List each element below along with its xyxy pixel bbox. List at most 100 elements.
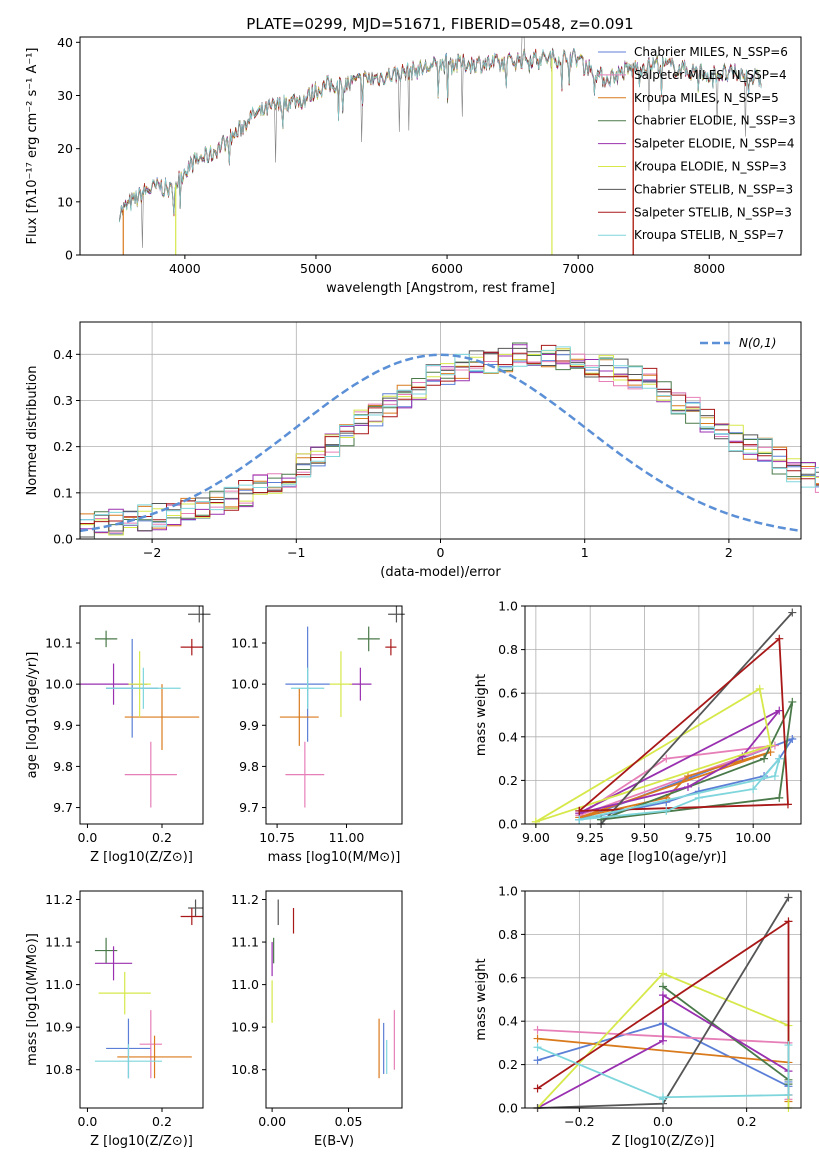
weight-vs-age-plot-area [531,608,797,828]
age-vs-mass-xlabel: mass [log10(M/M⊙)] [268,850,401,865]
spectrum-xtick-label: 4000 [169,261,201,276]
mass-weight-marker [775,634,784,643]
errorbar-point [385,638,397,656]
age-vs-mass-ytick-label: 9.7 [239,800,259,815]
errorbar-point [124,741,177,808]
age-vs-z-ytick-label: 9.8 [53,759,73,774]
mass-weight-marker [662,806,671,815]
mass-weight-series-line [535,687,772,823]
mass-vs-ebv-xtick-label: 0.05 [335,1114,363,1129]
mass-vs-metallicity-panel: 0.0 0.2 10.8 10.9 11.0 11.1 11.2 Z [log10(Z/Z⊙)… [25,890,204,1149]
histogram-xtick-label: −1 [287,545,305,560]
age-vs-mass-frame [265,605,403,825]
mass-vs-z-ytick-label: 11.1 [45,935,73,950]
mass-weight-marker [749,785,758,794]
normal-distribution-curve [79,353,802,533]
weight-vs-z-ylabel: mass weight [474,958,489,1040]
age-vs-z-plot-area [80,606,211,808]
errorbar-point [94,630,118,648]
spectrum-xlabel: wavelength [Angstrom, rest frame] [326,281,555,296]
mass-vs-ebv-ytick-label: 10.9 [231,1020,259,1035]
histogram-ylabel: Normed distribution [25,366,40,496]
histogram-step-line [80,348,819,534]
mass-weight-marker [659,1036,667,1045]
errorbar-point [357,626,380,652]
age-vs-z-ytick-label: 9.9 [53,718,73,733]
model-spectrum-line [118,47,762,223]
spectrum-ytick-label: 30 [57,88,73,103]
mass-weight-marker [775,706,784,715]
age-vs-mass-ytick-label: 10.1 [231,636,259,651]
errorbar-point [124,684,200,750]
mass-weight-marker [533,1056,542,1065]
weight-vs-age-ytick-label: 0.0 [498,817,518,832]
histogram-plot-area [79,342,819,540]
spectrum-legend: Chabrier MILES, N_SSP=6 Salpeter MILES, N… [598,45,796,242]
weight-vs-z-xtick-label: −0.2 [564,1114,594,1129]
legend-entry: Chabrier MILES, N_SSP=6 [634,45,788,59]
age-vs-z-xlabel: Z [log10(Z/Z⊙)] [90,850,193,865]
weight-vs-age-ytick-label: 0.8 [498,642,518,657]
mass-vs-ebv-plot-area [271,899,395,1079]
weight-vs-z-xtick-label: 0.0 [653,1114,673,1129]
errorbar-point [188,606,211,623]
spectrum-xtick-label: 8000 [693,261,725,276]
spectrum-xtick-label: 7000 [562,261,594,276]
errorbar-point [279,688,319,746]
spectrum-plot-area [118,36,762,255]
mass-weight-marker [775,793,784,802]
mass-vs-z-ytick-label: 11.2 [45,892,73,907]
legend-entry: Salpeter MILES, N_SSP=4 [634,68,787,82]
spectrum-ylabel: Flux [fλ10⁻¹⁷ erg cm⁻² s⁻¹ A⁻¹] [25,48,40,245]
mass-vs-z-ytick-label: 10.8 [45,1062,73,1077]
weight-vs-z-ytick-label: 0.0 [498,1101,518,1116]
age-vs-z-frame [79,605,204,825]
histogram-ytick-label: 0.4 [53,347,73,362]
histogram-xtick-label: 2 [725,545,733,560]
mass-vs-ebv-frame [265,890,403,1109]
mass-vs-z-xlabel: Z [log10(Z/Z⊙)] [90,1134,193,1149]
mass-weight-marker [775,754,784,763]
legend-entry: Kroupa MILES, N_SSP=5 [634,91,779,105]
mass-weight-marker [694,793,703,802]
weight-vs-z-ytick-label: 0.8 [498,927,518,942]
spectrum-frame [79,36,802,256]
weight-vs-age-xtick-label: 10.00 [735,830,771,845]
spectrum-title: PLATE=0299, MJD=51671, FIBERID=0548, z=0… [246,15,633,33]
age-vs-z-xtick-label: 0.0 [78,830,98,845]
histogram-frame [79,321,802,540]
weight-vs-z-xtick-label: 0.2 [737,1114,757,1129]
age-vs-mass-ytick-label: 9.8 [239,759,259,774]
mass-weight-marker [755,684,764,693]
weight-vs-age-xtick-label: 9.25 [576,830,604,845]
mass-vs-extinction-panel: 0.00 0.05 10.8 10.9 11.0 11.1 11.2 E(B-V) [231,890,403,1149]
weight-vs-age-ytick-label: 1.0 [498,599,518,614]
weight-vs-z-frame [524,890,802,1109]
histogram-ytick-label: 0.3 [53,393,73,408]
age-vs-z-ylabel: age [log10(age/yr)] [25,652,40,779]
mass-weight-marker [788,608,797,617]
age-vs-z-ytick-label: 10.1 [45,636,73,651]
spectrum-ytick-label: 40 [57,35,73,50]
errorbar-point [94,946,133,981]
mass-weight-marker [659,969,667,978]
mass-weight-series-line [578,744,776,817]
mass-weight-marker [575,806,584,815]
errorbar-point [188,899,203,917]
mass-weight-marker [683,782,692,791]
mass-weight-marker [575,815,584,824]
weight-vs-z-ytick-label: 0.6 [498,970,518,985]
legend-entry: Chabrier STELIB, N_SSP=3 [634,182,793,196]
age-vs-mass-xtick-label: 11.00 [329,830,365,845]
mass-weight-marker [783,800,792,809]
spectrum-ytick-label: 20 [57,141,73,156]
errorbar-point [94,1044,162,1079]
errorbar-point [106,667,181,709]
errorbar-point [180,908,203,926]
weight-vs-age-ytick-label: 0.6 [498,686,518,701]
age-vs-mass-xtick-label: 10.75 [259,830,295,845]
errorbar-point [117,1035,192,1079]
mass-weight-series-line [537,993,789,1109]
histogram-xlabel: (data-model)/error [380,565,501,580]
